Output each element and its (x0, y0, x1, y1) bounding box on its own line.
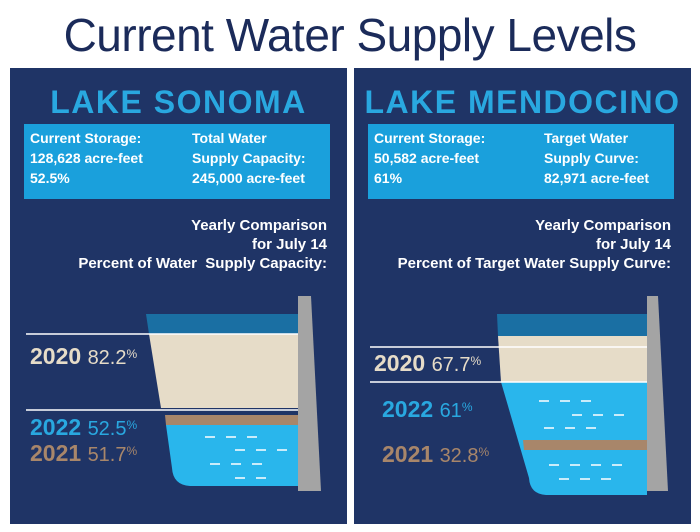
capacity-label-line1: Total Water (192, 130, 267, 146)
current-storage-percent: 61% (374, 170, 403, 186)
year-2021-label: 2021 51.7% (30, 440, 137, 467)
reservoir-illustration (370, 296, 668, 495)
current-storage-percent: 52.5% (30, 170, 70, 186)
year: 2022 (382, 396, 434, 422)
percent-value: 82.2 (87, 347, 127, 369)
reservoir-water (166, 425, 298, 486)
year-2022-label: 2022 61% (382, 396, 472, 423)
comparison-line3: Percent of Target Water Supply Curve: (397, 255, 671, 272)
yearly-comparison-heading: Yearly Comparison for July 14 Percent of… (398, 216, 671, 273)
year: 2021 (30, 440, 82, 466)
percent-value: 52.5 (87, 418, 127, 440)
lake-name: LAKE MENDOCINO (364, 84, 681, 120)
year: 2022 (30, 414, 82, 440)
water-ripples (205, 436, 287, 479)
reservoir-brown-layer (165, 415, 298, 425)
percent-symbol: % (478, 445, 490, 459)
year: 2020 (374, 350, 426, 376)
percent-value: 32.8 (439, 445, 479, 467)
yearly-comparison-heading: Yearly Comparison for July 14 Percent of… (78, 216, 327, 273)
comparison-line1: Yearly Comparison (535, 217, 671, 234)
year-2020-label: 2020 67.7% (374, 350, 481, 377)
current-storage-label: Current Storage: (30, 130, 142, 146)
storage-info-box: Current Storage: 50,582 acre-feet 61% Ta… (368, 124, 674, 199)
percent-symbol: % (126, 418, 138, 432)
reservoir-brown-layer (523, 440, 647, 450)
reservoir-sand-layer (498, 336, 647, 382)
dam-wall (298, 296, 321, 491)
dam-wall (647, 296, 668, 491)
capacity-label-line2: Supply Capacity: (192, 150, 306, 166)
percent-value: 61 (439, 400, 462, 422)
comparison-line1: Yearly Comparison (191, 217, 327, 234)
lake-sonoma-panel: LAKE SONOMA Current Storage: 128,628 acr… (10, 68, 347, 524)
comparison-line2: for July 14 (251, 236, 327, 253)
comparison-line2: for July 14 (595, 236, 671, 253)
current-storage-value: 50,582 acre-feet (374, 150, 480, 166)
comparison-line3: Percent of Water Supply Capacity: (78, 255, 327, 272)
target-value: 82,971 acre-feet (544, 170, 650, 186)
reservoir-top-water (146, 314, 298, 334)
reservoir-illustration (26, 296, 321, 491)
storage-info-box: Current Storage: 128,628 acre-feet 52.5%… (24, 124, 330, 199)
target-label-line2: Supply Curve: (544, 150, 639, 166)
percent-symbol: % (461, 400, 473, 414)
current-storage-label: Current Storage: (374, 130, 486, 146)
percent-value: 51.7 (87, 444, 127, 466)
reservoir-water (501, 382, 647, 495)
lake-name: LAKE SONOMA (50, 84, 307, 120)
capacity-value: 245,000 acre-feet (192, 170, 305, 186)
page-title: Current Water Supply Levels (63, 9, 637, 61)
reservoir-sand-layer (149, 334, 298, 408)
percent-value: 67.7 (431, 354, 471, 376)
year-2021-label: 2021 32.8% (382, 441, 489, 468)
lake-mendocino-panel: LAKE MENDOCINO Current Storage: 50,582 a… (354, 68, 691, 524)
current-storage-value: 128,628 acre-feet (30, 150, 143, 166)
water-ripples (539, 400, 624, 480)
year-2022-label: 2022 52.5% (30, 414, 137, 441)
percent-symbol: % (126, 444, 138, 458)
percent-symbol: % (470, 354, 482, 368)
percent-symbol: % (126, 347, 138, 361)
year: 2020 (30, 343, 82, 369)
reservoir-top-water (497, 314, 647, 336)
year: 2021 (382, 441, 434, 467)
target-label-line1: Target Water (544, 130, 629, 146)
year-2020-label: 2020 82.2% (30, 343, 137, 370)
